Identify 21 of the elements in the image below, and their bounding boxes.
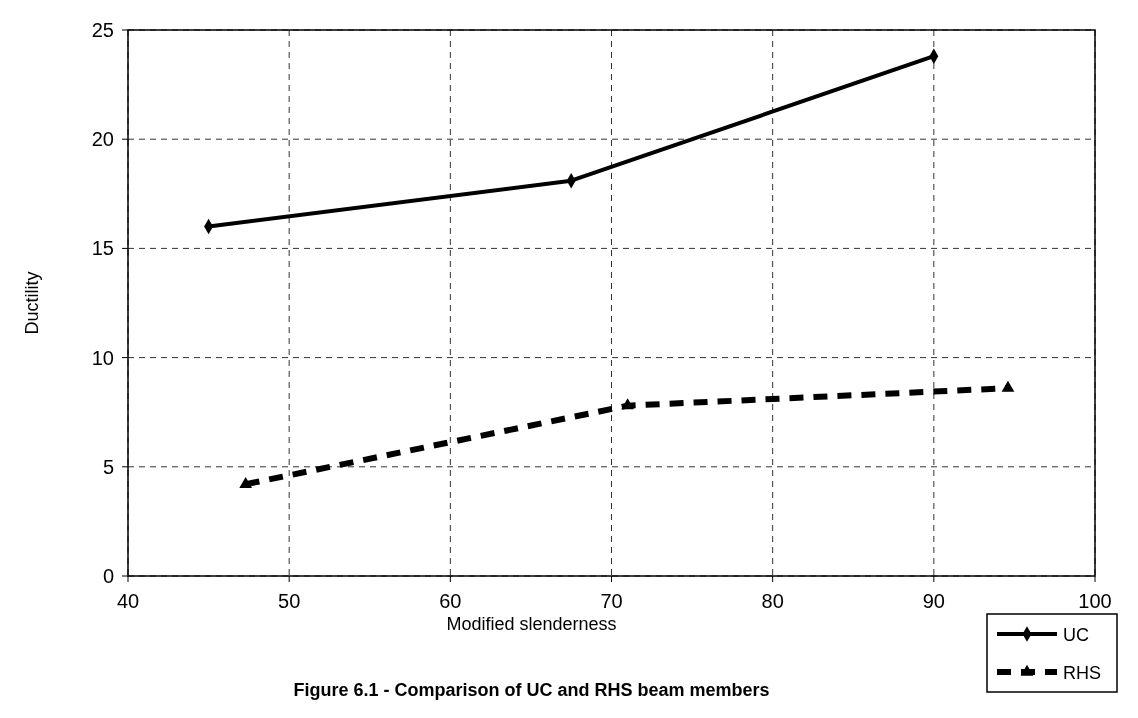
legend-label: UC bbox=[1063, 625, 1089, 645]
y-tick-label: 20 bbox=[91, 128, 114, 151]
x-tick-label: 50 bbox=[278, 590, 301, 612]
x-tick-label: 80 bbox=[761, 590, 784, 612]
y-tick-label: 10 bbox=[91, 346, 114, 369]
caption: Figure 6.1 - Comparison of UC and RHS beam members bbox=[293, 680, 770, 700]
x-tick-label: 70 bbox=[600, 590, 623, 612]
x-tick-label: 60 bbox=[439, 590, 462, 612]
y-tick-label: 0 bbox=[102, 565, 114, 587]
y-tick-label: 5 bbox=[102, 455, 114, 478]
legend-label: RHS bbox=[1063, 663, 1102, 683]
x-axis-title: Modified slenderness bbox=[446, 614, 617, 634]
y-axis-title: Ductility bbox=[22, 271, 42, 335]
x-tick-label: 90 bbox=[922, 590, 945, 612]
y-tick-label: 25 bbox=[91, 19, 114, 41]
y-tick-label: 15 bbox=[91, 237, 114, 260]
point bbox=[621, 398, 634, 410]
point bbox=[239, 476, 253, 488]
point bbox=[1001, 380, 1015, 392]
x-tick-label: 100 bbox=[1078, 590, 1112, 612]
x-tick-label: 40 bbox=[116, 590, 140, 612]
